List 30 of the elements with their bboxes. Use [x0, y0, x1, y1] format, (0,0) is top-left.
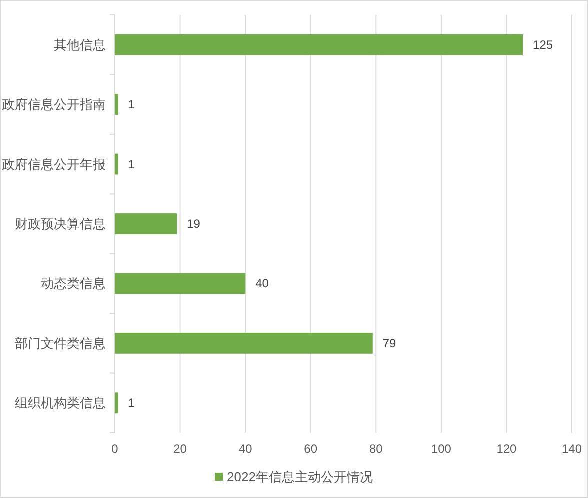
y-tick-label: 财政预决算信息 [15, 216, 106, 232]
data-label: 1 [128, 98, 136, 112]
x-tick-label: 80 [369, 442, 384, 456]
bar [115, 392, 118, 414]
bar [115, 332, 373, 354]
y-tick-label: 政府信息公开指南 [2, 97, 106, 112]
bar [115, 273, 246, 294]
data-label: 19 [187, 217, 201, 231]
bar [115, 34, 524, 56]
bar [115, 154, 118, 175]
data-label: 40 [256, 276, 270, 291]
data-label: 79 [382, 336, 397, 350]
x-tick-label: 100 [431, 442, 452, 456]
x-tick-label: 0 [112, 442, 119, 456]
y-tick-label: 动态类信息 [41, 276, 106, 292]
x-tick-label: 40 [238, 442, 253, 456]
x-tick-label: 140 [562, 442, 582, 456]
data-label: 1 [128, 157, 136, 172]
x-tick-label: 20 [174, 442, 188, 456]
data-label: 125 [533, 38, 554, 52]
data-label: 1 [128, 396, 136, 410]
bar [115, 94, 118, 116]
x-tick-label: 120 [496, 442, 518, 456]
bar [115, 214, 178, 234]
legend: 2022年信息主动公开情况 [215, 470, 373, 484]
y-tick-label: 组织机构类信息 [15, 396, 106, 411]
y-tick-label: 政府信息公开年报 [2, 156, 106, 172]
y-tick-label: 部门文件类信息 [15, 336, 106, 351]
y-tick-label: 其他信息 [54, 37, 106, 52]
x-tick-label: 60 [304, 442, 318, 456]
